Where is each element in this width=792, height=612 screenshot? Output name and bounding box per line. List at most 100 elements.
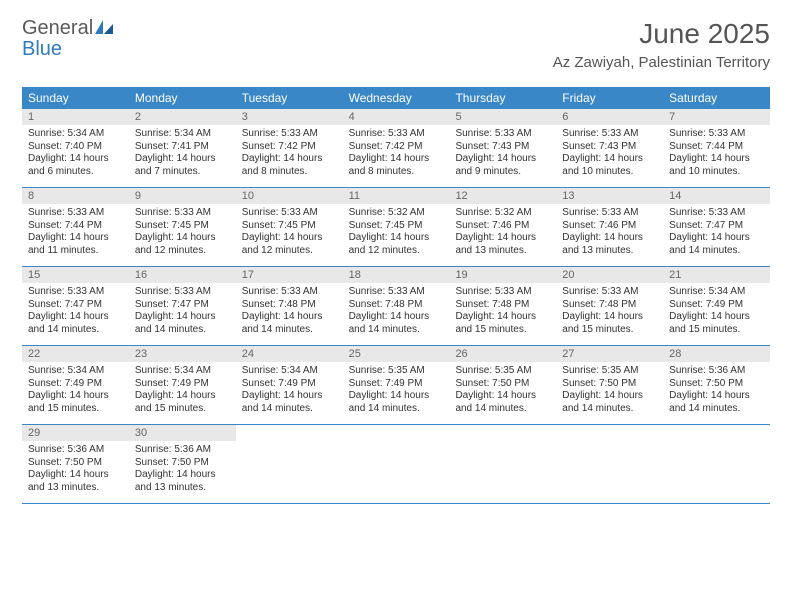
daylight-line: Daylight: 14 hours xyxy=(455,232,550,245)
sunrise-line: Sunrise: 5:33 AM xyxy=(562,207,657,220)
day-cell: 18Sunrise: 5:33 AMSunset: 7:48 PMDayligh… xyxy=(343,267,450,345)
sunrise-line: Sunrise: 5:33 AM xyxy=(349,128,444,141)
day-number: 26 xyxy=(449,346,556,362)
sunrise-line: Sunrise: 5:33 AM xyxy=(455,128,550,141)
daylight-line: and 8 minutes. xyxy=(242,166,337,179)
weekday-header: Tuesday xyxy=(236,87,343,109)
day-cell: 26Sunrise: 5:35 AMSunset: 7:50 PMDayligh… xyxy=(449,346,556,424)
sunrise-line: Sunrise: 5:34 AM xyxy=(28,128,123,141)
weekday-header: Friday xyxy=(556,87,663,109)
daylight-line: and 12 minutes. xyxy=(349,245,444,258)
day-cell: 2Sunrise: 5:34 AMSunset: 7:41 PMDaylight… xyxy=(129,109,236,187)
day-number: 23 xyxy=(129,346,236,362)
sail-icon xyxy=(95,18,113,38)
daylight-line: and 11 minutes. xyxy=(28,245,123,258)
daylight-line: and 9 minutes. xyxy=(455,166,550,179)
day-cell: 3Sunrise: 5:33 AMSunset: 7:42 PMDaylight… xyxy=(236,109,343,187)
day-cell: 6Sunrise: 5:33 AMSunset: 7:43 PMDaylight… xyxy=(556,109,663,187)
sunset-line: Sunset: 7:43 PM xyxy=(455,141,550,154)
daylight-line: Daylight: 14 hours xyxy=(242,232,337,245)
sunrise-line: Sunrise: 5:33 AM xyxy=(669,207,764,220)
daylight-line: Daylight: 14 hours xyxy=(562,153,657,166)
day-cell: 14Sunrise: 5:33 AMSunset: 7:47 PMDayligh… xyxy=(663,188,770,266)
daylight-line: Daylight: 14 hours xyxy=(242,153,337,166)
day-cell: 17Sunrise: 5:33 AMSunset: 7:48 PMDayligh… xyxy=(236,267,343,345)
daylight-line: and 12 minutes. xyxy=(135,245,230,258)
location-label: Az Zawiyah, Palestinian Territory xyxy=(553,54,770,71)
weekday-header: Monday xyxy=(129,87,236,109)
sunset-line: Sunset: 7:42 PM xyxy=(349,141,444,154)
sunrise-line: Sunrise: 5:35 AM xyxy=(455,365,550,378)
week-row: 8Sunrise: 5:33 AMSunset: 7:44 PMDaylight… xyxy=(22,188,770,267)
day-cell: 7Sunrise: 5:33 AMSunset: 7:44 PMDaylight… xyxy=(663,109,770,187)
sunset-line: Sunset: 7:47 PM xyxy=(135,299,230,312)
daylight-line: Daylight: 14 hours xyxy=(349,153,444,166)
day-number: 9 xyxy=(129,188,236,204)
sunrise-line: Sunrise: 5:33 AM xyxy=(242,207,337,220)
sunset-line: Sunset: 7:41 PM xyxy=(135,141,230,154)
daylight-line: Daylight: 14 hours xyxy=(242,390,337,403)
daylight-line: and 13 minutes. xyxy=(135,482,230,495)
day-number: 12 xyxy=(449,188,556,204)
sunset-line: Sunset: 7:49 PM xyxy=(242,378,337,391)
sunrise-line: Sunrise: 5:33 AM xyxy=(455,286,550,299)
sunset-line: Sunset: 7:48 PM xyxy=(562,299,657,312)
daylight-line: Daylight: 14 hours xyxy=(669,232,764,245)
sunset-line: Sunset: 7:50 PM xyxy=(562,378,657,391)
sunset-line: Sunset: 7:49 PM xyxy=(669,299,764,312)
daylight-line: Daylight: 14 hours xyxy=(135,390,230,403)
daylight-line: and 6 minutes. xyxy=(28,166,123,179)
day-cell: 23Sunrise: 5:34 AMSunset: 7:49 PMDayligh… xyxy=(129,346,236,424)
daylight-line: and 14 minutes. xyxy=(455,403,550,416)
sunset-line: Sunset: 7:48 PM xyxy=(242,299,337,312)
day-number: 16 xyxy=(129,267,236,283)
daylight-line: and 14 minutes. xyxy=(669,403,764,416)
daylight-line: and 14 minutes. xyxy=(669,245,764,258)
day-number: 24 xyxy=(236,346,343,362)
daylight-line: Daylight: 14 hours xyxy=(562,390,657,403)
day-cell: 20Sunrise: 5:33 AMSunset: 7:48 PMDayligh… xyxy=(556,267,663,345)
daylight-line: and 14 minutes. xyxy=(242,324,337,337)
sunset-line: Sunset: 7:43 PM xyxy=(562,141,657,154)
day-cell: 30Sunrise: 5:36 AMSunset: 7:50 PMDayligh… xyxy=(129,425,236,503)
sunrise-line: Sunrise: 5:33 AM xyxy=(135,207,230,220)
sunrise-line: Sunrise: 5:34 AM xyxy=(135,365,230,378)
empty-cell xyxy=(343,425,450,503)
sunset-line: Sunset: 7:47 PM xyxy=(669,220,764,233)
week-row: 1Sunrise: 5:34 AMSunset: 7:40 PMDaylight… xyxy=(22,109,770,188)
sunrise-line: Sunrise: 5:35 AM xyxy=(562,365,657,378)
daylight-line: and 8 minutes. xyxy=(349,166,444,179)
daylight-line: Daylight: 14 hours xyxy=(242,311,337,324)
daylight-line: and 14 minutes. xyxy=(28,324,123,337)
brand-word2: Blue xyxy=(22,38,62,60)
sunrise-line: Sunrise: 5:33 AM xyxy=(562,286,657,299)
sunset-line: Sunset: 7:44 PM xyxy=(28,220,123,233)
week-row: 15Sunrise: 5:33 AMSunset: 7:47 PMDayligh… xyxy=(22,267,770,346)
daylight-line: Daylight: 14 hours xyxy=(455,153,550,166)
daylight-line: Daylight: 14 hours xyxy=(135,311,230,324)
daylight-line: and 10 minutes. xyxy=(669,166,764,179)
sunset-line: Sunset: 7:48 PM xyxy=(455,299,550,312)
week-row: 22Sunrise: 5:34 AMSunset: 7:49 PMDayligh… xyxy=(22,346,770,425)
daylight-line: and 13 minutes. xyxy=(455,245,550,258)
day-number: 2 xyxy=(129,109,236,125)
sunset-line: Sunset: 7:49 PM xyxy=(28,378,123,391)
sunrise-line: Sunrise: 5:35 AM xyxy=(349,365,444,378)
daylight-line: Daylight: 14 hours xyxy=(28,469,123,482)
day-cell: 10Sunrise: 5:33 AMSunset: 7:45 PMDayligh… xyxy=(236,188,343,266)
day-cell: 25Sunrise: 5:35 AMSunset: 7:49 PMDayligh… xyxy=(343,346,450,424)
daylight-line: Daylight: 14 hours xyxy=(135,232,230,245)
sunrise-line: Sunrise: 5:33 AM xyxy=(135,286,230,299)
empty-cell xyxy=(556,425,663,503)
weekday-header: Wednesday xyxy=(343,87,450,109)
day-cell: 21Sunrise: 5:34 AMSunset: 7:49 PMDayligh… xyxy=(663,267,770,345)
sunrise-line: Sunrise: 5:33 AM xyxy=(242,128,337,141)
day-number: 20 xyxy=(556,267,663,283)
sunrise-line: Sunrise: 5:33 AM xyxy=(242,286,337,299)
day-number: 10 xyxy=(236,188,343,204)
day-cell: 8Sunrise: 5:33 AMSunset: 7:44 PMDaylight… xyxy=(22,188,129,266)
day-number: 19 xyxy=(449,267,556,283)
daylight-line: and 15 minutes. xyxy=(562,324,657,337)
logo-text: General Blue xyxy=(22,18,113,59)
sunrise-line: Sunrise: 5:36 AM xyxy=(669,365,764,378)
